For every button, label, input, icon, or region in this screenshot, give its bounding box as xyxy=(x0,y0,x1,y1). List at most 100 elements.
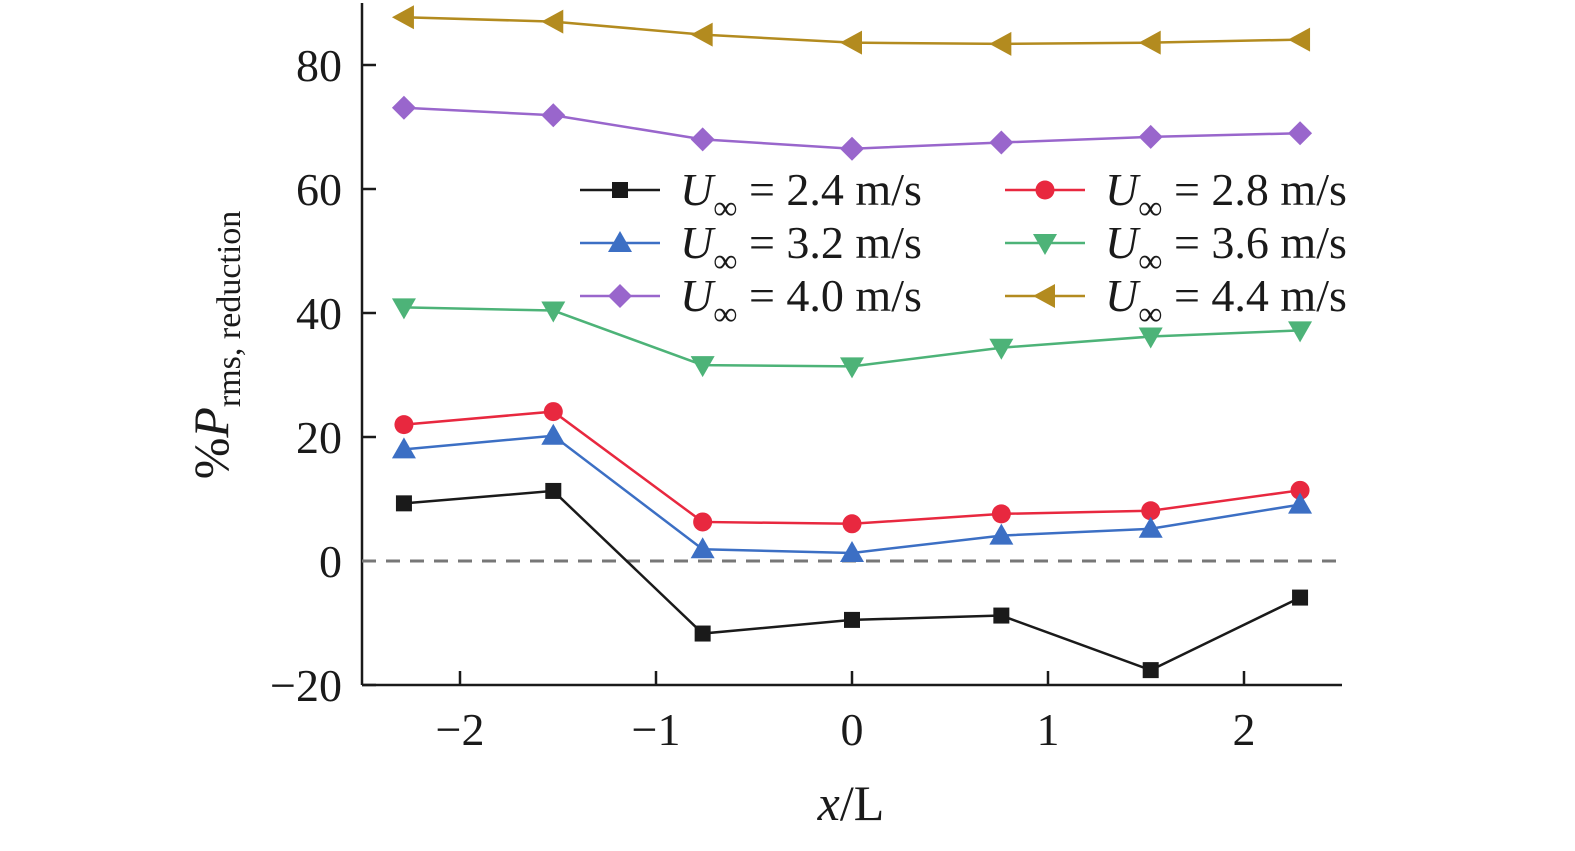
legend-subscript: ∞ xyxy=(713,296,737,333)
legend-label: U∞ = 4.4 m/s xyxy=(1105,270,1347,333)
x-axis-title-var: x xyxy=(817,775,840,831)
series-2-8 xyxy=(394,402,1310,534)
legend-swatch-marker xyxy=(1035,180,1055,200)
data-point xyxy=(693,512,713,532)
legend-swatch-marker xyxy=(608,231,632,252)
axes: −20 0 20 40 60 80 −2 −1 0 1 2 xyxy=(270,3,1342,755)
data-point xyxy=(844,611,860,628)
x-axis-title: x/L xyxy=(817,775,885,831)
y-axis-title-var: P xyxy=(183,407,239,439)
y-tick-label: 20 xyxy=(296,412,342,463)
data-point xyxy=(1138,327,1163,349)
data-point xyxy=(395,495,412,512)
data-point xyxy=(840,136,864,161)
legend-subscript: ∞ xyxy=(1138,296,1162,333)
data-point xyxy=(1290,480,1310,500)
legend-item: U∞ = 3.2 m/s xyxy=(580,217,922,280)
data-point xyxy=(1138,516,1163,538)
legend-value: = 2.4 m/s xyxy=(737,164,921,215)
data-point xyxy=(989,338,1014,360)
data-point xyxy=(545,482,562,499)
data-point xyxy=(989,523,1014,545)
y-tick-label: −20 xyxy=(270,660,342,711)
data-point xyxy=(541,301,566,323)
data-point xyxy=(541,103,566,128)
data-point xyxy=(1141,501,1161,521)
legend-label: U∞ = 2.4 m/s xyxy=(680,164,922,227)
data-point xyxy=(993,607,1010,624)
legend-symbol: U xyxy=(1105,164,1141,215)
y-axis-title: %Prms, reduction xyxy=(183,211,248,480)
data-point xyxy=(543,402,563,422)
legend-subscript: ∞ xyxy=(1138,243,1162,280)
y-tick-label: 0 xyxy=(319,536,342,587)
series-3-2 xyxy=(391,423,1313,562)
x-tick-label: 0 xyxy=(841,704,864,755)
y-axis-title-sub: rms, reduction xyxy=(211,211,248,407)
legend-swatch-marker xyxy=(1033,284,1055,308)
x-tick-label: −2 xyxy=(436,704,485,755)
data-point xyxy=(391,298,416,320)
data-point xyxy=(690,537,715,559)
legend-item: U∞ = 3.6 m/s xyxy=(1005,217,1347,280)
legend-value: = 3.6 m/s xyxy=(1162,217,1346,268)
legend-value: = 2.8 m/s xyxy=(1162,164,1346,215)
series-4-0 xyxy=(391,95,1313,161)
y-tick-label: 40 xyxy=(296,288,342,339)
legend-swatch-marker xyxy=(1033,234,1057,255)
data-point xyxy=(1142,662,1159,679)
series-layer xyxy=(391,5,1313,679)
y-axis-title-prefix: % xyxy=(183,438,239,480)
data-point xyxy=(541,9,564,34)
series-line xyxy=(403,434,1301,555)
legend-label: U∞ = 3.6 m/s xyxy=(1105,217,1347,280)
legend-symbol: U xyxy=(1105,217,1141,268)
legend-item: U∞ = 4.4 m/s xyxy=(1005,270,1347,333)
legend-label: U∞ = 3.2 m/s xyxy=(680,217,922,280)
data-point xyxy=(840,540,864,562)
legend-swatch-marker xyxy=(608,284,632,308)
data-point xyxy=(1292,589,1309,606)
legend-swatch-marker xyxy=(612,182,628,198)
legend-subscript: ∞ xyxy=(1138,190,1162,227)
legend-subscript: ∞ xyxy=(713,190,737,227)
y-tick-label: 60 xyxy=(296,164,342,215)
data-point xyxy=(1288,27,1311,52)
legend-item: U∞ = 2.8 m/s xyxy=(1005,164,1347,227)
data-point xyxy=(1288,121,1313,146)
series-line xyxy=(403,410,1301,526)
series-2-4 xyxy=(395,482,1309,679)
data-point xyxy=(690,356,715,378)
legend-subscript: ∞ xyxy=(713,243,737,280)
data-point xyxy=(842,514,862,534)
legend-value: = 4.4 m/s xyxy=(1162,270,1346,321)
legend-symbol: U xyxy=(680,217,716,268)
legend-item: U∞ = 4.0 m/s xyxy=(580,270,922,333)
legend-value: = 4.0 m/s xyxy=(737,270,921,321)
data-point xyxy=(394,415,414,435)
data-point xyxy=(840,30,862,55)
legend-symbol: U xyxy=(680,164,716,215)
y-tick-label: 80 xyxy=(296,40,342,91)
data-point xyxy=(391,437,416,459)
data-point xyxy=(989,31,1012,56)
x-axis-title-rest: /L xyxy=(840,775,884,831)
series-3-6 xyxy=(391,298,1313,379)
data-point xyxy=(541,423,566,445)
x-tick-label: −1 xyxy=(632,704,681,755)
data-point xyxy=(989,130,1014,155)
x-tick-label: 2 xyxy=(1233,704,1256,755)
data-point xyxy=(991,504,1011,524)
legend: U∞ = 2.4 m/s U∞ = 2.8 m/sU∞ = 3.2 m/s U∞ =… xyxy=(580,164,1347,333)
data-point xyxy=(391,95,416,120)
legend-symbol: U xyxy=(1105,270,1141,321)
data-point xyxy=(694,625,711,642)
legend-value: = 3.2 m/s xyxy=(737,217,921,268)
data-point xyxy=(690,22,713,47)
x-tick-label: 1 xyxy=(1037,704,1060,755)
legend-symbol: U xyxy=(680,270,716,321)
legend-label: U∞ = 4.0 m/s xyxy=(680,270,922,333)
series-4-4 xyxy=(391,5,1311,56)
data-point xyxy=(1288,321,1313,343)
